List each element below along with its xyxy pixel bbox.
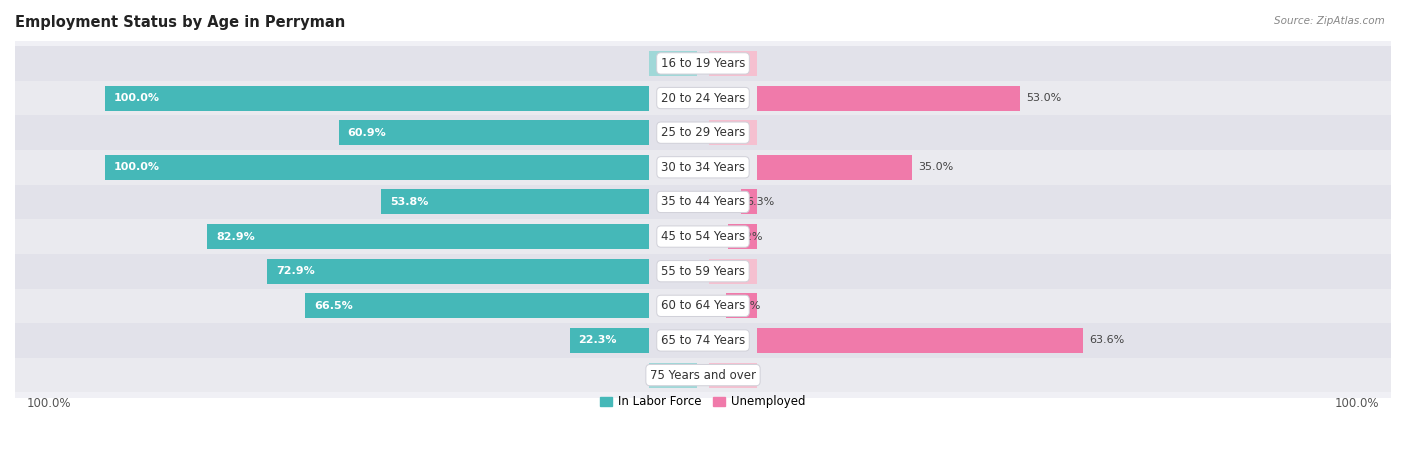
Text: Employment Status by Age in Perryman: Employment Status by Age in Perryman xyxy=(15,15,346,30)
Bar xyxy=(15,115,1391,150)
Text: 75 Years and over: 75 Years and over xyxy=(650,369,756,382)
Bar xyxy=(709,259,756,284)
Text: 0.0%: 0.0% xyxy=(716,370,744,380)
Bar xyxy=(569,328,650,353)
Bar xyxy=(15,219,1391,254)
Bar xyxy=(15,358,1391,392)
Bar xyxy=(207,224,650,249)
Text: 0.0%: 0.0% xyxy=(666,58,695,68)
Bar xyxy=(15,184,1391,219)
Bar xyxy=(650,363,697,387)
Bar xyxy=(305,293,650,318)
Bar xyxy=(339,120,650,145)
Bar xyxy=(104,86,650,111)
Text: 72.9%: 72.9% xyxy=(276,266,315,276)
Bar xyxy=(756,155,912,180)
Text: 0.0%: 0.0% xyxy=(666,370,695,380)
Text: 16 to 19 Years: 16 to 19 Years xyxy=(661,57,745,70)
Text: 45 to 54 Years: 45 to 54 Years xyxy=(661,230,745,243)
Text: 3.9%: 3.9% xyxy=(733,301,761,311)
Text: 100.0%: 100.0% xyxy=(114,162,160,172)
Bar xyxy=(104,155,650,180)
Bar xyxy=(15,323,1391,358)
Text: 0.0%: 0.0% xyxy=(716,128,744,138)
Bar xyxy=(650,51,697,76)
Bar xyxy=(709,120,756,145)
Bar xyxy=(15,81,1391,115)
Text: 63.6%: 63.6% xyxy=(1090,335,1125,346)
Text: 35.0%: 35.0% xyxy=(918,162,953,172)
Text: 60 to 64 Years: 60 to 64 Years xyxy=(661,299,745,312)
Text: 30 to 34 Years: 30 to 34 Years xyxy=(661,161,745,174)
Text: 82.9%: 82.9% xyxy=(217,232,254,242)
Text: 53.8%: 53.8% xyxy=(389,197,429,207)
Text: 100.0%: 100.0% xyxy=(27,396,72,410)
Text: 65 to 74 Years: 65 to 74 Years xyxy=(661,334,745,347)
Text: 55 to 59 Years: 55 to 59 Years xyxy=(661,265,745,278)
Bar xyxy=(727,293,756,318)
Text: 53.0%: 53.0% xyxy=(1026,93,1062,103)
Text: 66.5%: 66.5% xyxy=(314,301,353,311)
Text: 4.2%: 4.2% xyxy=(734,232,762,242)
Text: 6.3%: 6.3% xyxy=(747,197,775,207)
Text: 100.0%: 100.0% xyxy=(114,93,160,103)
Bar xyxy=(15,46,1391,81)
Text: 20 to 24 Years: 20 to 24 Years xyxy=(661,91,745,104)
Bar xyxy=(15,288,1391,323)
Text: 60.9%: 60.9% xyxy=(347,128,387,138)
Bar xyxy=(756,328,1084,353)
Bar xyxy=(15,150,1391,184)
Text: 25 to 29 Years: 25 to 29 Years xyxy=(661,126,745,139)
Bar xyxy=(709,363,756,387)
Text: Source: ZipAtlas.com: Source: ZipAtlas.com xyxy=(1274,16,1385,26)
Bar xyxy=(381,189,650,214)
Text: 0.0%: 0.0% xyxy=(716,58,744,68)
Text: 100.0%: 100.0% xyxy=(1334,396,1379,410)
Text: 22.3%: 22.3% xyxy=(578,335,617,346)
Text: 0.0%: 0.0% xyxy=(716,266,744,276)
Bar xyxy=(728,224,756,249)
Bar xyxy=(741,189,756,214)
Bar xyxy=(267,259,650,284)
Legend: In Labor Force, Unemployed: In Labor Force, Unemployed xyxy=(596,391,810,413)
Bar xyxy=(709,51,756,76)
Text: 35 to 44 Years: 35 to 44 Years xyxy=(661,195,745,208)
Bar xyxy=(15,254,1391,288)
Bar xyxy=(756,86,1021,111)
